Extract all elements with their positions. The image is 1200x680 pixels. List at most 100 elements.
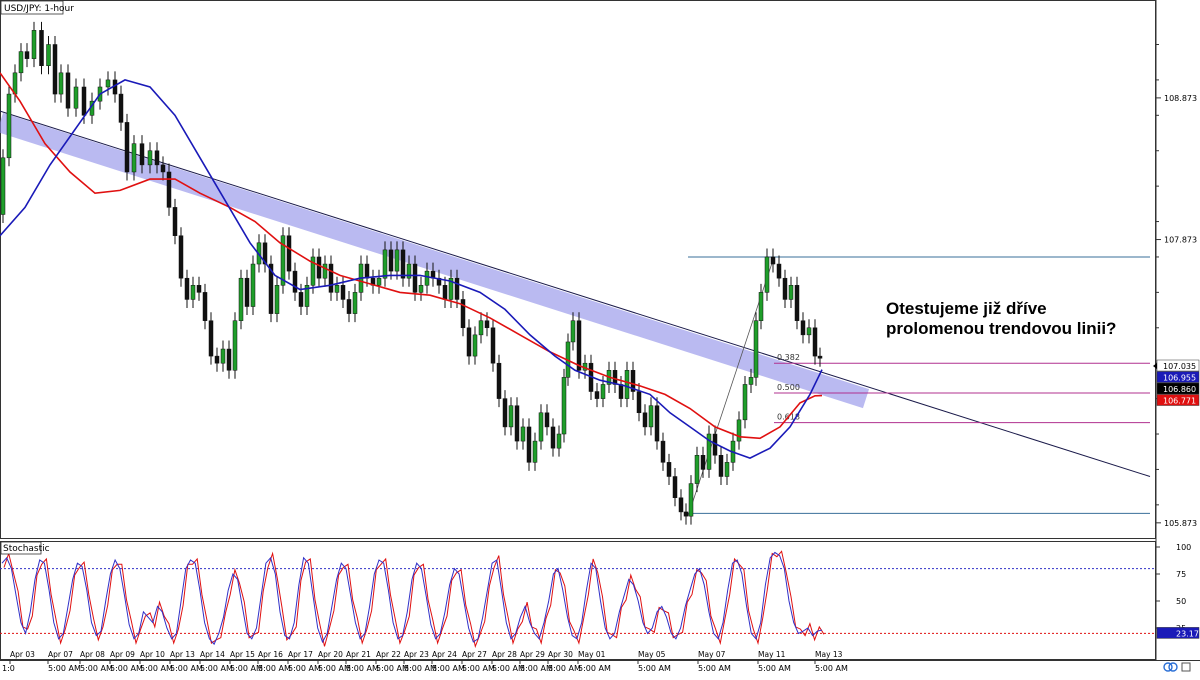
candle	[618, 384, 624, 399]
candle	[550, 426, 556, 449]
candle	[742, 384, 748, 421]
candle	[688, 483, 694, 517]
candle	[520, 426, 526, 442]
x-time-label: 5:00 AM	[376, 664, 409, 673]
candle	[154, 150, 160, 166]
candle	[683, 511, 689, 517]
annotation-line-2: prolomenou trendovou linii?	[886, 319, 1116, 338]
x-date-label: Apr 29	[520, 650, 545, 659]
candle	[753, 320, 759, 378]
candle	[238, 277, 244, 321]
candle	[660, 440, 666, 463]
candle	[244, 277, 250, 307]
candle	[39, 30, 44, 66]
candle	[748, 377, 754, 385]
candle	[454, 277, 460, 300]
candle	[817, 355, 823, 359]
link-icon[interactable]	[1163, 662, 1178, 672]
candle	[570, 320, 576, 343]
candle	[718, 455, 724, 477]
candle	[630, 370, 636, 392]
x-time-label: 5:00 AM	[638, 664, 671, 673]
candle	[172, 207, 178, 236]
stoch-last-label: 23.17	[1176, 629, 1199, 638]
candle	[346, 299, 352, 314]
candle	[412, 263, 418, 293]
candle	[514, 405, 520, 442]
candle	[52, 44, 58, 95]
candle	[490, 327, 496, 364]
candle	[472, 334, 478, 357]
candle	[196, 285, 202, 293]
candle	[160, 164, 166, 173]
price-label: 106.955	[1163, 374, 1196, 383]
candle	[208, 320, 214, 357]
candle	[6, 93, 12, 159]
candle	[226, 348, 232, 371]
price-label-bg	[1156, 382, 1200, 395]
candle	[286, 235, 292, 272]
x-time-label: 5:00 AM	[548, 664, 581, 673]
candle	[310, 256, 316, 286]
x-time-label: 5:00 AM	[48, 664, 81, 673]
candle	[250, 263, 256, 307]
candle	[124, 122, 130, 173]
candle	[24, 51, 30, 59]
x-time-label: 5:00 AM	[492, 664, 525, 673]
stoch-tick-label: 100	[1176, 543, 1191, 552]
price-label: 106.771	[1163, 397, 1196, 406]
candle	[496, 362, 502, 399]
settings-icon[interactable]	[1181, 662, 1191, 672]
candle	[508, 405, 514, 428]
y-tick-label: 105.873	[1164, 519, 1197, 528]
candle	[73, 86, 79, 109]
candle	[220, 348, 226, 364]
candle	[576, 320, 582, 371]
candle	[406, 263, 412, 279]
chart-title: USD/JPY: 1-hour	[4, 4, 74, 14]
candle	[31, 30, 37, 59]
candle	[232, 320, 238, 371]
y-tick-label: 108.873	[1164, 94, 1197, 103]
candle	[178, 235, 184, 279]
x-date-label: Apr 07	[48, 650, 73, 659]
x-date-label: Apr 28	[492, 650, 517, 659]
candle	[442, 285, 448, 300]
candle	[706, 433, 712, 470]
x-time-label: 5:00 AM	[346, 664, 379, 673]
x-time-label: 5:00 AM	[404, 664, 437, 673]
x-date-label: May 07	[698, 650, 726, 659]
x-date-label: Apr 20	[318, 650, 343, 659]
candle	[202, 292, 208, 321]
candle	[466, 327, 472, 357]
x-time-label: 5:00 AM	[758, 664, 791, 673]
current-price-arrow	[1153, 363, 1157, 369]
candle	[364, 263, 370, 279]
candle	[636, 391, 642, 414]
candle	[788, 285, 794, 300]
stoch-signal-line	[3, 550, 825, 649]
candle	[388, 249, 394, 272]
candle	[382, 249, 388, 279]
x-date-label: Apr 27	[462, 650, 487, 659]
candle	[139, 143, 145, 166]
candle	[502, 398, 508, 428]
x-time-label: 5:00 AM	[462, 664, 495, 673]
candle	[118, 93, 124, 123]
candle	[800, 320, 806, 336]
candle	[46, 44, 51, 66]
price-label-bg	[1156, 371, 1200, 383]
x-time-label: 5:00 AM	[815, 664, 848, 673]
candle	[400, 249, 406, 279]
candle	[352, 292, 358, 314]
x-time-label: 5:00 AM	[170, 664, 203, 673]
candle	[376, 277, 382, 286]
moving-average-0	[0, 72, 823, 440]
candle	[184, 277, 190, 300]
price-label: 106.860	[1163, 385, 1196, 394]
candle	[776, 263, 782, 279]
stoch-last-label-bg	[1156, 627, 1200, 639]
candle	[334, 285, 340, 293]
